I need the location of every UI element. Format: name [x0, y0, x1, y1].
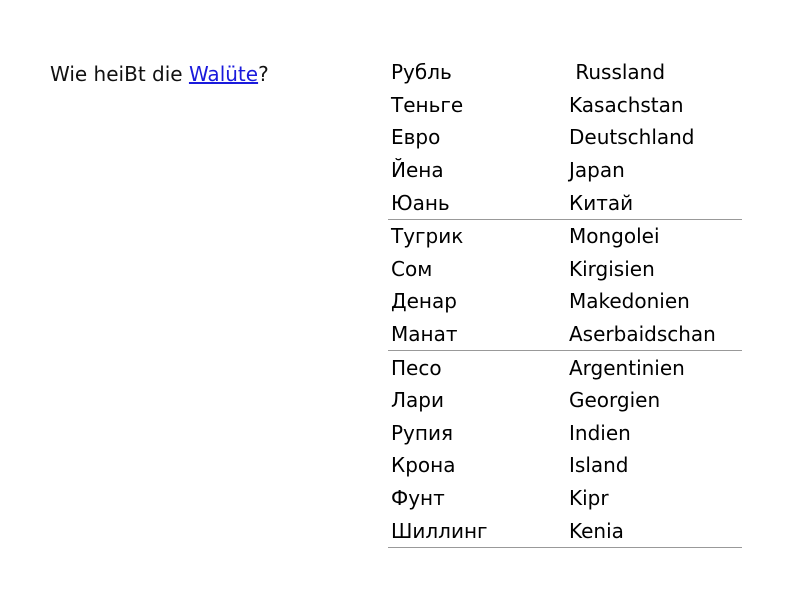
table-row: Манат Aserbaidschan — [388, 317, 742, 352]
country-cell: Island — [569, 453, 629, 478]
country-cell: Argentinien — [569, 355, 685, 380]
currency-cell: Юань — [388, 186, 569, 220]
question-text: Wie heiBt die Walüte? — [50, 60, 269, 88]
country-cell: Китай — [569, 186, 742, 220]
walute-link[interactable]: Walüte — [188, 62, 259, 86]
country-cell: Kirgisien — [569, 256, 655, 281]
currency-table: Рубль Russland Теньге Kasachstan Евро Deutsc… — [388, 56, 742, 548]
country-cell: Japan — [569, 158, 625, 183]
currency-cell: Крона — [391, 453, 456, 478]
table-row: Песо Argentinien — [388, 351, 742, 384]
country-cell: Kasachstan — [569, 92, 684, 117]
country-cell: Georgien — [569, 388, 661, 413]
currency-cell: Манат — [388, 317, 569, 352]
table-row: Йена Japan — [388, 154, 742, 187]
table-row: Рубль Russland — [388, 56, 742, 89]
country-cell: Kipr — [569, 486, 609, 511]
currency-cell: Сом — [391, 256, 433, 281]
table-row: Лари Georgien — [388, 384, 742, 417]
currency-cell: Евро — [391, 125, 441, 150]
table-row: Шиллинг Kenia — [388, 514, 742, 548]
table-row: Денар Makedonien — [388, 285, 742, 318]
table-row: Фунт Kipr — [388, 482, 742, 515]
question-suffix: ? — [258, 62, 269, 86]
currency-cell: Теньге — [391, 92, 464, 117]
table-row: Сом Kirgisien — [388, 253, 742, 286]
table-row: Юань Китай — [388, 186, 742, 220]
currency-cell: Фунт — [391, 486, 445, 511]
currency-cell: Лари — [391, 388, 444, 413]
table-row: Рупия Indien — [388, 417, 742, 450]
currency-cell: Тугрик — [391, 224, 464, 249]
currency-cell: Песо — [391, 355, 442, 380]
country-cell: Aserbaidschan — [569, 317, 742, 352]
table-row: Тугрик Mongolei — [388, 219, 742, 252]
country-cell: Mongolei — [569, 224, 660, 249]
question-prefix: Wie heiBt die — [50, 62, 189, 86]
country-cell: Makedonien — [569, 289, 690, 314]
table-row: Теньге Kasachstan — [388, 89, 742, 122]
country-cell: Indien — [569, 420, 631, 445]
country-cell: Deutschland — [569, 125, 695, 150]
currency-cell: Йена — [391, 158, 444, 183]
currency-cell: Рупия — [391, 420, 454, 445]
currency-cell: Денар — [391, 289, 457, 314]
country-cell: Russland — [569, 60, 666, 85]
country-cell: Kenia — [569, 514, 742, 548]
table-row: Евро Deutschland — [388, 121, 742, 154]
table-row: Крона Island — [388, 449, 742, 482]
currency-cell: Рубль — [391, 60, 452, 85]
currency-cell: Шиллинг — [388, 514, 569, 548]
